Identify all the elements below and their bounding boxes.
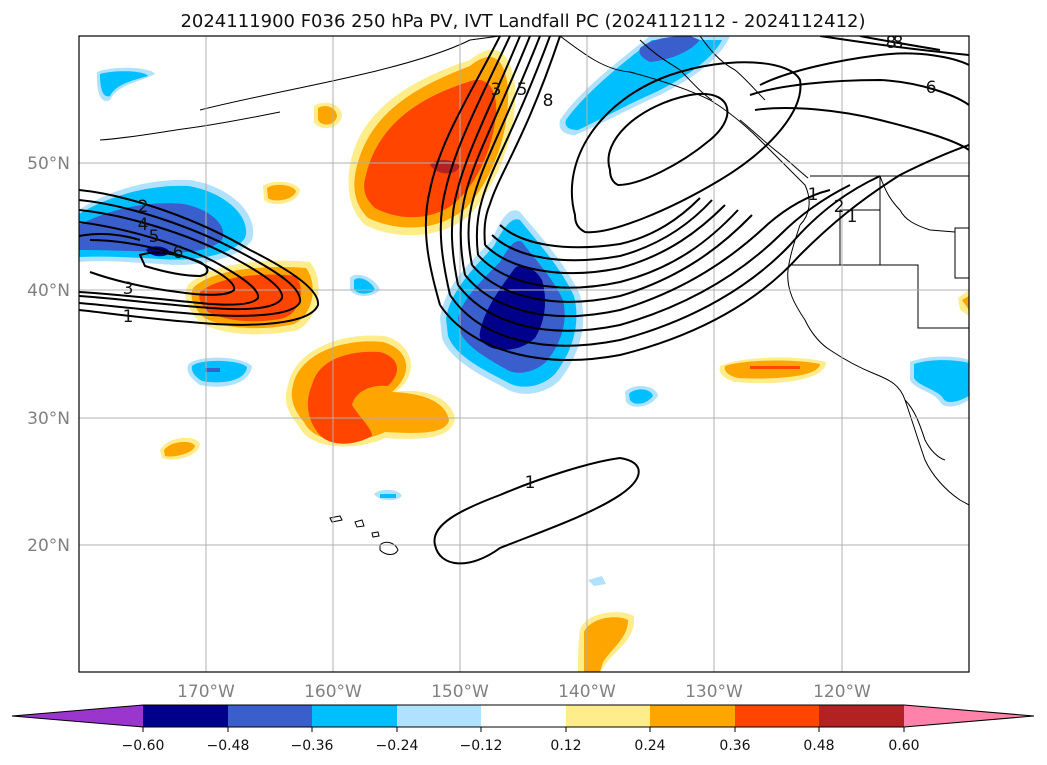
colorbar-tick-label: 0.48 bbox=[803, 738, 834, 754]
contour-label: 4 bbox=[138, 215, 149, 235]
latitude-labels: 20°N 30°N 40°N 50°N bbox=[27, 154, 70, 556]
negative-anomaly-patch bbox=[588, 576, 606, 586]
negative-anomaly-patch bbox=[380, 494, 396, 498]
colorbar-segment bbox=[566, 705, 650, 727]
colorbar-tick-label: −0.12 bbox=[460, 738, 503, 754]
colorbar-tick-label: −0.48 bbox=[207, 738, 250, 754]
gridlines bbox=[79, 36, 969, 672]
negative-anomaly-patch bbox=[914, 360, 969, 403]
contour-label: 8 bbox=[893, 33, 904, 53]
contour-label: 8 bbox=[886, 33, 897, 53]
colorbar-extend-high bbox=[904, 705, 1034, 727]
longitude-labels: 170°W 160°W 150°W 140°W 130°W 120°W bbox=[177, 682, 871, 702]
positive-anomaly-patch bbox=[962, 296, 969, 310]
contour-label: 6 bbox=[926, 78, 937, 98]
map-frame bbox=[78, 35, 970, 673]
positive-anomaly-158w bbox=[285, 335, 455, 447]
colorbar-segment bbox=[143, 705, 228, 727]
contour-label: 3 bbox=[491, 80, 502, 100]
lat-label: 50°N bbox=[27, 154, 70, 174]
political-borders bbox=[790, 175, 969, 329]
negative-anomaly-patch bbox=[100, 71, 148, 97]
contour-label: 8 bbox=[543, 91, 554, 111]
colorbar-ticks bbox=[142, 727, 905, 732]
contour-labels: 1 2 3 4 5 6 8 1 3 5 8 2 1 6 8 1 bbox=[123, 33, 937, 493]
colorbar-segment bbox=[228, 705, 312, 727]
lon-label: 140°W bbox=[558, 682, 616, 702]
lat-label: 30°N bbox=[27, 409, 70, 429]
colorbar-segment bbox=[397, 705, 481, 727]
lat-label: 20°N bbox=[27, 536, 70, 556]
colorbar-tick-label: −0.60 bbox=[122, 738, 165, 754]
colorbar-tick-label: −0.36 bbox=[291, 738, 334, 754]
contour-label: 5 bbox=[149, 227, 160, 247]
lon-label: 120°W bbox=[813, 682, 871, 702]
positive-anomaly-northeast-pacific bbox=[348, 49, 516, 236]
contour-label: 1 bbox=[123, 307, 134, 327]
lat-label: 40°N bbox=[27, 281, 70, 301]
ivt-contours bbox=[79, 36, 969, 565]
positive-anomaly-patch bbox=[584, 617, 628, 672]
colorbar-tick-label: 0.24 bbox=[634, 738, 665, 754]
positive-anomaly-patch bbox=[267, 184, 296, 201]
lon-label: 160°W bbox=[304, 682, 362, 702]
colorbar-tick-label: 0.60 bbox=[888, 738, 919, 754]
colorbar-segment bbox=[650, 705, 735, 727]
colorbar: −0.60 −0.48 −0.36 −0.24 −0.12 0.12 0.24 … bbox=[11, 704, 1035, 754]
colorbar-extend-low bbox=[12, 705, 143, 727]
contour-label: 1 bbox=[808, 185, 819, 205]
figure-title: 2024111900 F036 250 hPa PV, IVT Landfall… bbox=[180, 11, 865, 32]
colorbar-tick-label: 0.36 bbox=[719, 738, 750, 754]
positive-anomaly-patch bbox=[958, 290, 969, 316]
map-panel: 1 2 3 4 5 6 8 1 3 5 8 2 1 6 8 1 20°N 30 bbox=[27, 33, 970, 702]
colorbar-tick-label: −0.24 bbox=[376, 738, 419, 754]
lon-label: 170°W bbox=[177, 682, 235, 702]
negative-anomaly-patch bbox=[205, 368, 220, 372]
colorbar-segment bbox=[819, 705, 904, 727]
colorbar-segment bbox=[481, 705, 566, 727]
colorbar-segment bbox=[735, 705, 819, 727]
contour-label: 3 bbox=[123, 279, 134, 299]
positive-anomaly-patch bbox=[724, 360, 820, 379]
positive-anomaly-patch bbox=[750, 366, 800, 369]
contour-label: 1 bbox=[847, 207, 858, 227]
contour-label: 2 bbox=[138, 197, 149, 217]
lon-label: 150°W bbox=[431, 682, 489, 702]
contour-label: 1 bbox=[525, 473, 536, 493]
contour-label: 6 bbox=[173, 243, 184, 263]
contour-label: 2 bbox=[834, 197, 845, 217]
colorbar-segment bbox=[312, 705, 397, 727]
positive-anomaly-patch bbox=[164, 441, 195, 457]
negative-anomaly-patch bbox=[629, 389, 653, 404]
coastlines bbox=[99, 36, 969, 555]
lon-label: 130°W bbox=[685, 682, 743, 702]
contour-label: 5 bbox=[517, 80, 528, 100]
colorbar-tick-label: 0.12 bbox=[550, 738, 581, 754]
positive-anomaly-patch bbox=[318, 106, 337, 125]
colorbar-tick-labels: −0.60 −0.48 −0.36 −0.24 −0.12 0.12 0.24 … bbox=[122, 738, 920, 754]
